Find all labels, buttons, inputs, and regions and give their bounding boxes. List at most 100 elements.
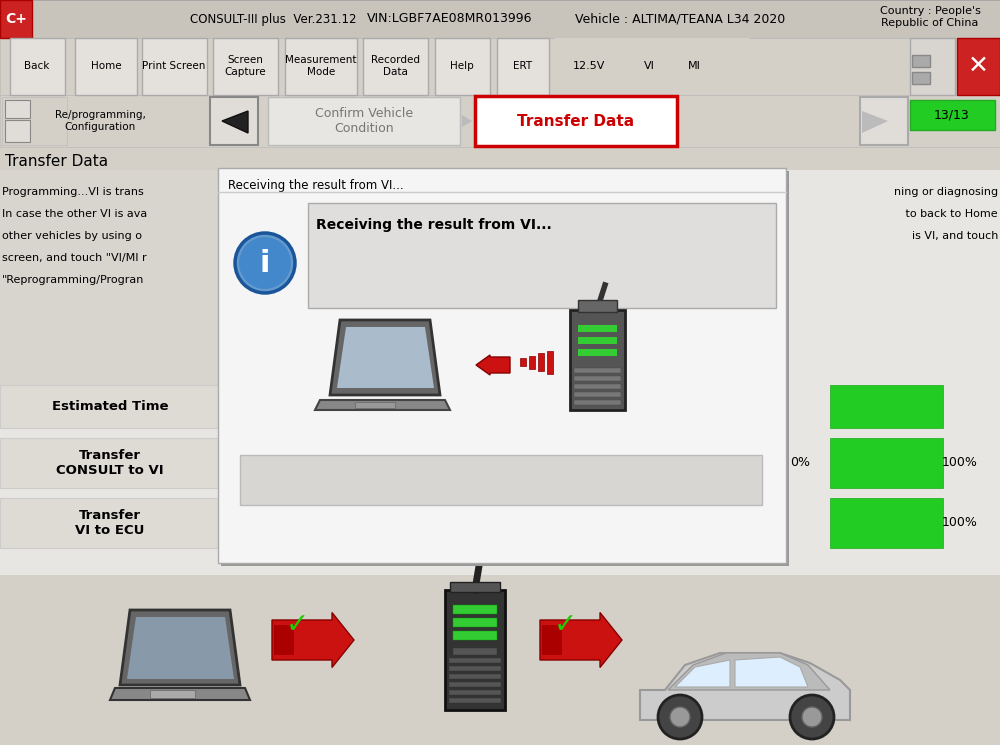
- Bar: [0, 385, 220, 428]
- Bar: [957, 38, 1000, 95]
- Bar: [449, 666, 501, 671]
- Bar: [240, 455, 762, 505]
- FancyArrow shape: [272, 612, 354, 668]
- Text: Print Screen: Print Screen: [142, 61, 206, 71]
- Bar: [538, 353, 544, 371]
- Polygon shape: [127, 617, 234, 679]
- Bar: [10, 38, 65, 95]
- Bar: [574, 376, 621, 381]
- Text: Receiving the result from VI...: Receiving the result from VI...: [228, 180, 404, 192]
- Text: Screen
Capture: Screen Capture: [224, 55, 266, 77]
- Circle shape: [802, 707, 822, 727]
- Bar: [912, 55, 930, 67]
- Bar: [453, 648, 497, 655]
- Bar: [574, 392, 621, 397]
- Bar: [497, 38, 549, 95]
- Polygon shape: [120, 610, 240, 685]
- Text: Transfer
CONSULT to VI: Transfer CONSULT to VI: [56, 449, 164, 477]
- Bar: [0, 498, 220, 548]
- Bar: [578, 349, 617, 356]
- Text: screen, and touch "VI/MI r: screen, and touch "VI/MI r: [2, 253, 147, 263]
- Text: ERT: ERT: [513, 61, 533, 71]
- Bar: [574, 384, 621, 389]
- Bar: [213, 38, 278, 95]
- Bar: [0, 95, 1000, 147]
- Text: VI: VI: [644, 61, 654, 71]
- Text: "Reprogramming/Progran: "Reprogramming/Progran: [2, 275, 144, 285]
- Text: Programming...VI is trans: Programming...VI is trans: [2, 187, 144, 197]
- FancyArrow shape: [274, 625, 294, 655]
- Text: Vehicle : ALTIMA/TEANA L34 2020: Vehicle : ALTIMA/TEANA L34 2020: [575, 13, 785, 25]
- Text: 0%: 0%: [790, 457, 810, 469]
- Text: Transfer Data: Transfer Data: [517, 113, 635, 128]
- Polygon shape: [862, 111, 888, 133]
- Bar: [578, 337, 617, 344]
- Text: VIN:LGBF7AE08MR013996: VIN:LGBF7AE08MR013996: [367, 13, 533, 25]
- Text: Back: Back: [24, 61, 50, 71]
- Bar: [449, 674, 501, 679]
- Polygon shape: [222, 111, 248, 133]
- Bar: [449, 658, 501, 663]
- Bar: [142, 38, 207, 95]
- Polygon shape: [640, 653, 850, 720]
- Text: other vehicles by using o: other vehicles by using o: [2, 231, 142, 241]
- Text: Recorded
Data: Recorded Data: [370, 55, 420, 77]
- Bar: [221, 171, 789, 566]
- Bar: [0, 438, 220, 488]
- Polygon shape: [462, 115, 472, 127]
- Bar: [830, 498, 943, 548]
- Text: ning or diagnosing: ning or diagnosing: [894, 187, 998, 197]
- Bar: [453, 605, 497, 614]
- Bar: [210, 97, 258, 145]
- Circle shape: [790, 695, 834, 739]
- Text: is VI, and touch: is VI, and touch: [912, 231, 998, 241]
- Bar: [555, 42, 623, 92]
- Text: Help: Help: [450, 61, 474, 71]
- Bar: [860, 97, 908, 145]
- Polygon shape: [735, 657, 808, 687]
- Polygon shape: [330, 320, 440, 395]
- Bar: [475, 96, 677, 146]
- Circle shape: [235, 233, 295, 293]
- Bar: [363, 38, 428, 95]
- Bar: [450, 582, 500, 592]
- Text: Measurement
Mode: Measurement Mode: [285, 55, 357, 77]
- FancyArrow shape: [542, 625, 562, 655]
- Bar: [578, 300, 617, 312]
- Bar: [0, 147, 1000, 580]
- FancyArrow shape: [476, 355, 510, 375]
- Bar: [910, 38, 955, 95]
- Bar: [830, 385, 943, 428]
- Bar: [0, 575, 1000, 745]
- Bar: [0, 170, 1000, 580]
- Text: Country : People's
Republic of China: Country : People's Republic of China: [880, 6, 980, 28]
- Text: to back to Home: to back to Home: [902, 209, 998, 219]
- Text: i: i: [260, 249, 270, 277]
- Bar: [449, 698, 501, 703]
- FancyArrow shape: [540, 612, 622, 668]
- Bar: [0, 170, 225, 400]
- Text: 12.5V: 12.5V: [573, 61, 605, 71]
- Bar: [449, 682, 501, 687]
- Bar: [218, 168, 786, 563]
- Bar: [912, 72, 930, 84]
- Circle shape: [658, 695, 702, 739]
- Bar: [285, 38, 357, 95]
- Polygon shape: [675, 660, 730, 687]
- Bar: [268, 97, 460, 145]
- Bar: [449, 690, 501, 695]
- Bar: [529, 356, 535, 369]
- Bar: [574, 400, 621, 405]
- Bar: [5, 120, 30, 142]
- Text: Confirm Vehicle
Condition: Confirm Vehicle Condition: [315, 107, 413, 135]
- Text: In case the other VI is ava: In case the other VI is ava: [2, 209, 147, 219]
- Text: C+: C+: [5, 12, 27, 26]
- Text: 100%: 100%: [942, 516, 978, 530]
- Text: Receiving the result from VI...: Receiving the result from VI...: [316, 218, 552, 232]
- Bar: [0, 0, 1000, 38]
- Bar: [150, 690, 195, 698]
- Polygon shape: [668, 653, 830, 690]
- Bar: [910, 100, 995, 130]
- Text: ✓: ✓: [553, 611, 577, 639]
- Text: 100%: 100%: [942, 457, 978, 469]
